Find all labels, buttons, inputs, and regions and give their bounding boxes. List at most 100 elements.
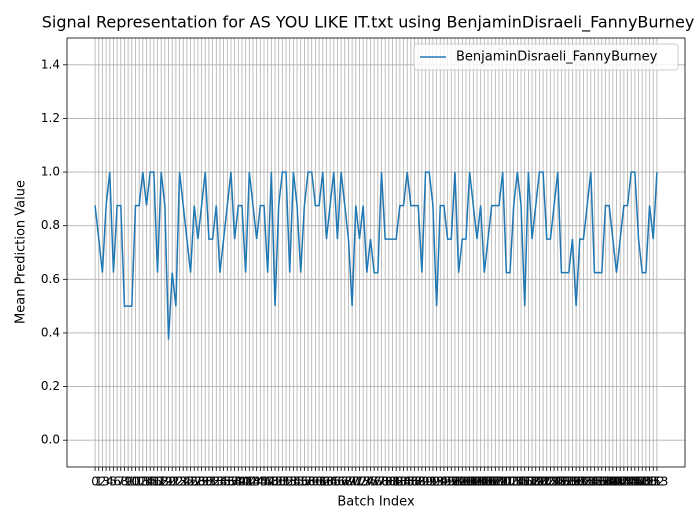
x-tick-label: 14: [139, 475, 154, 489]
x-tick-label: 61: [311, 475, 326, 489]
x-tick-label: 104: [466, 475, 489, 489]
x-tick-label: 54: [286, 475, 301, 489]
chart-title: Signal Representation for AS YOU LIKE IT…: [42, 13, 695, 33]
x-tick-label: 134: [576, 475, 599, 489]
x-tick-label: 45: [253, 475, 268, 489]
x-tick-label: 88: [411, 475, 426, 489]
y-tick-label: 0.8: [41, 218, 60, 232]
x-tick-label: 63: [319, 475, 334, 489]
x-tick-label: 98: [447, 475, 462, 489]
x-tick-label: 31: [201, 475, 216, 489]
x-tick-label: 10: [124, 475, 139, 489]
x-tick-label: 67: [333, 475, 348, 489]
x-tick-label: 56: [293, 475, 308, 489]
x-tick-label: 143: [609, 475, 632, 489]
x-tick-label: 21: [165, 475, 180, 489]
x-tick-label: 119: [521, 475, 544, 489]
x-tick-label: 59: [304, 475, 319, 489]
x-tick-label: 77: [370, 475, 385, 489]
x-tick-label: 49: [267, 475, 282, 489]
x-tick-label: 117: [513, 475, 536, 489]
x-tick-label: 147: [623, 475, 646, 489]
x-tick-label: 149: [631, 475, 654, 489]
x-tick-label: 109: [484, 475, 507, 489]
x-tick-label: 71: [348, 475, 363, 489]
x-tick-label: 106: [473, 475, 496, 489]
x-tick-label: 16: [146, 475, 161, 489]
x-tick-label: 6: [113, 475, 121, 489]
x-tick-label: 112: [495, 475, 518, 489]
x-tick-label: 113: [499, 475, 522, 489]
x-tick-label: 37: [223, 475, 238, 489]
x-tick-label: 120: [524, 475, 547, 489]
x-tick-label: 85: [400, 475, 415, 489]
x-tick-label: 30: [198, 475, 213, 489]
x-tick-label: 81: [385, 475, 400, 489]
x-tick-label: 72: [352, 475, 367, 489]
x-tick-label: 44: [249, 475, 264, 489]
series-line: [94, 171, 658, 340]
x-tick-label: 9: [124, 475, 132, 489]
x-tick-label: 114: [502, 475, 525, 489]
x-tick-label: 96: [440, 475, 455, 489]
x-tick-label: 52: [278, 475, 293, 489]
x-axis-label: Batch Index: [337, 495, 415, 510]
x-tick-label: 111: [491, 475, 514, 489]
x-tick-label: 136: [583, 475, 606, 489]
x-tick-label: 69: [341, 475, 356, 489]
x-tick-label: 99: [451, 475, 466, 489]
x-tick-label: 148: [627, 475, 650, 489]
y-tick-label: 1.0: [41, 165, 60, 179]
x-tick-label: 125: [543, 475, 566, 489]
x-tick-label: 93: [429, 475, 444, 489]
x-tick-label: 15: [143, 475, 158, 489]
x-tick-label: 19: [157, 475, 172, 489]
x-tick-label: 95: [436, 475, 451, 489]
x-tick-label: 141: [601, 475, 624, 489]
x-tick-label: 79: [378, 475, 393, 489]
x-tick-label: 48: [264, 475, 279, 489]
x-tick-label: 126: [546, 475, 569, 489]
x-tick-label: 118: [517, 475, 540, 489]
x-tick-label: 50: [271, 475, 286, 489]
x-tick-label: 140: [598, 475, 621, 489]
x-tick-label: 35: [216, 475, 231, 489]
x-tick-label: 84: [396, 475, 411, 489]
x-tick-label: 8: [121, 475, 129, 489]
x-tick-label: 11: [128, 475, 143, 489]
x-tick-label: 91: [422, 475, 437, 489]
x-tick-label: 24: [176, 475, 191, 489]
x-tick-label: 124: [539, 475, 562, 489]
x-tick-label: 58: [300, 475, 315, 489]
x-tick-label: 43: [245, 475, 260, 489]
x-tick-label: 38: [227, 475, 242, 489]
x-tick-label: 115: [506, 475, 529, 489]
x-tick-label: 32: [205, 475, 220, 489]
x-tick-label: 150: [634, 475, 657, 489]
x-tick-label: 40: [234, 475, 249, 489]
x-tick-label: 83: [392, 475, 407, 489]
x-tick-label: 121: [528, 475, 551, 489]
x-tick-label: 25: [179, 475, 194, 489]
x-tick-label: 1: [95, 475, 103, 489]
x-tick-label: 142: [605, 475, 628, 489]
x-tick-label: 60: [308, 475, 323, 489]
x-tick-label: 90: [418, 475, 433, 489]
x-tick-label: 33: [209, 475, 224, 489]
y-tick-label: 1.4: [41, 57, 60, 71]
x-tick-label: 94: [433, 475, 448, 489]
legend-label: BenjaminDisraeli_FannyBurney: [456, 50, 658, 65]
x-tick-label: 129: [557, 475, 580, 489]
x-tick-label: 46: [256, 475, 271, 489]
x-tick-label: 108: [480, 475, 503, 489]
x-tick-label: 137: [587, 475, 610, 489]
x-tick-label: 22: [168, 475, 183, 489]
x-tick-label: 86: [403, 475, 418, 489]
x-tick-label: 78: [374, 475, 389, 489]
x-tick-label: 7: [117, 475, 125, 489]
x-tick-label: 92: [425, 475, 440, 489]
x-tick-label: 138: [590, 475, 613, 489]
x-tick-label: 145: [616, 475, 639, 489]
x-tick-label: 76: [367, 475, 382, 489]
